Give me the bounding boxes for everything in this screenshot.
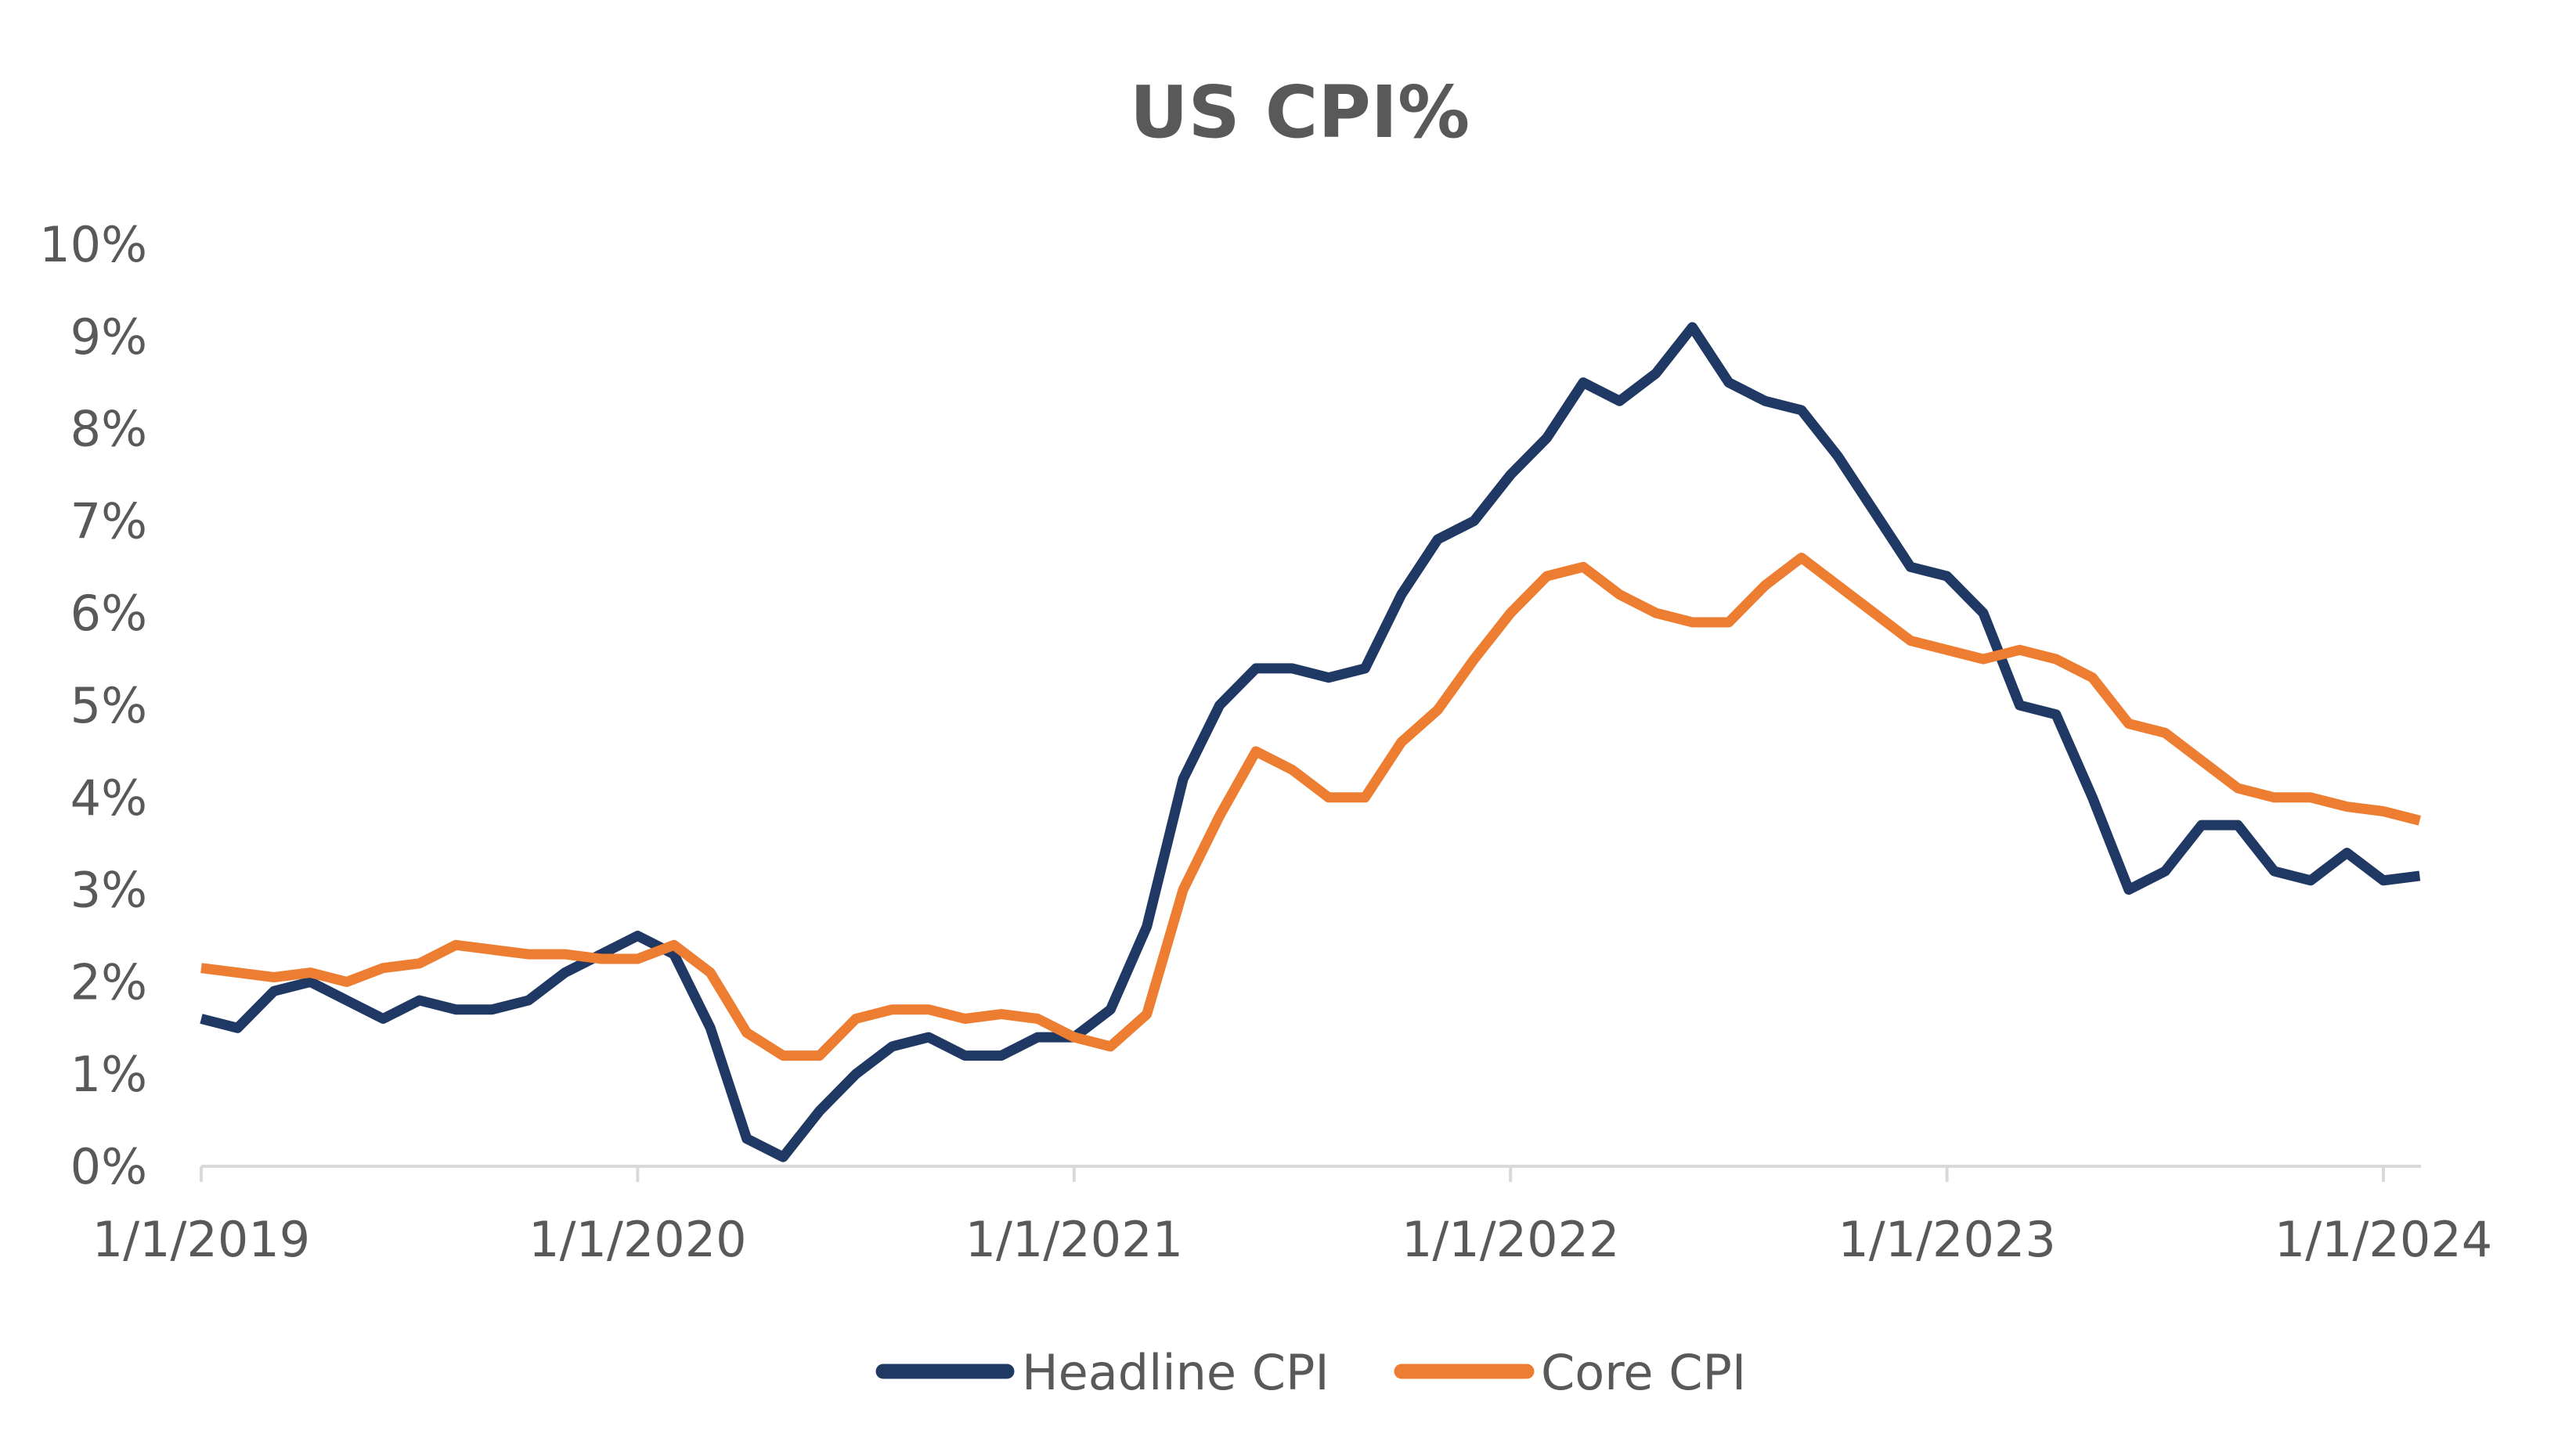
x-tick-label: 1/1/2019 [92, 1211, 310, 1268]
x-axis: 1/1/2019 1/1/2020 1/1/2021 1/1/2022 1/1/2023… [92, 1166, 2492, 1268]
series-line-headline-cpi [200, 322, 2421, 1162]
x-tick-label: 1/1/2023 [1838, 1211, 2055, 1268]
y-tick-label: 0% [70, 1138, 147, 1195]
chart-title: US CPI% [1130, 70, 1470, 154]
plot-area [200, 322, 2422, 1162]
y-tick-label: 6% [70, 585, 147, 642]
x-tick-label: 1/1/2021 [965, 1211, 1183, 1268]
series-line-core-cpi [200, 553, 2422, 1061]
y-tick-label: 2% [70, 953, 147, 1011]
y-tick-label: 5% [70, 677, 147, 734]
y-tick-label: 4% [70, 769, 147, 827]
legend-label-headline: Headline CPI [1022, 1344, 1329, 1401]
x-tick-label: 1/1/2022 [1402, 1211, 1619, 1268]
y-axis: 0% 1% 2% 3% 4% 5% 6% 7% 8% 9% 10% [39, 216, 147, 1195]
y-tick-label: 9% [70, 308, 147, 366]
y-tick-label: 1% [70, 1046, 147, 1103]
x-tick-label: 1/1/2020 [529, 1211, 746, 1268]
x-tick-label: 1/1/2024 [2275, 1211, 2492, 1268]
legend: Headline CPI Core CPI [875, 1344, 1746, 1401]
y-tick-label: 7% [70, 492, 147, 549]
y-tick-label: 10% [39, 216, 147, 273]
y-tick-label: 3% [70, 862, 147, 919]
legend-label-core: Core CPI [1541, 1344, 1746, 1401]
y-tick-label: 8% [70, 401, 147, 458]
